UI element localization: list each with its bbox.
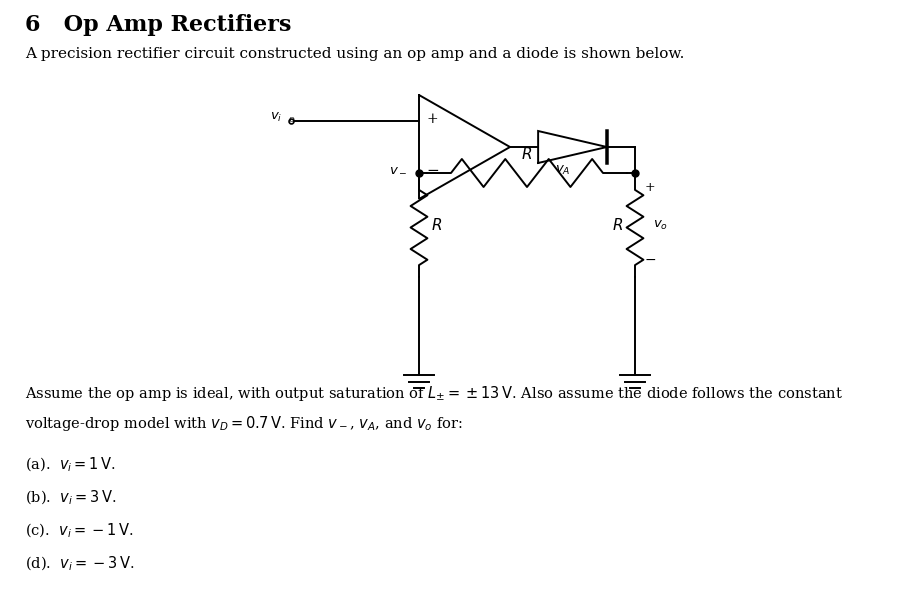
Text: +: + [645, 181, 656, 194]
Text: Assume the op amp is ideal, with output saturation of $L_{\pm} = \pm13\,\mathrm{: Assume the op amp is ideal, with output … [25, 384, 843, 403]
Text: 6   Op Amp Rectifiers: 6 Op Amp Rectifiers [25, 14, 291, 36]
Text: $R$: $R$ [431, 217, 442, 233]
Text: voltage-drop model with $v_D = 0.7\,\mathrm{V}$. Find $v_-$, $v_A$, and $v_o$ fo: voltage-drop model with $v_D = 0.7\,\mat… [25, 414, 463, 433]
Text: $R$: $R$ [522, 146, 532, 162]
Text: (b).  $v_i = 3\,\mathrm{V}$.: (b). $v_i = 3\,\mathrm{V}$. [25, 489, 117, 507]
Text: o: o [288, 114, 294, 123]
Text: $v_A$: $v_A$ [555, 164, 571, 177]
Text: (a).  $v_i = 1\,\mathrm{V}$.: (a). $v_i = 1\,\mathrm{V}$. [25, 456, 116, 474]
Text: $v_i$: $v_i$ [269, 110, 282, 123]
Text: −: − [645, 253, 657, 267]
Text: $v_-$: $v_-$ [388, 163, 407, 176]
Text: −: − [426, 164, 439, 178]
Text: (d).  $v_i = -3\,\mathrm{V}$.: (d). $v_i = -3\,\mathrm{V}$. [25, 555, 134, 573]
Text: $R$: $R$ [612, 217, 623, 233]
Text: $v_o$: $v_o$ [653, 219, 668, 232]
Text: (c).  $v_i = -1\,\mathrm{V}$.: (c). $v_i = -1\,\mathrm{V}$. [25, 522, 133, 541]
Text: +: + [426, 112, 437, 126]
Text: A precision rectifier circuit constructed using an op amp and a diode is shown b: A precision rectifier circuit constructe… [25, 47, 685, 61]
